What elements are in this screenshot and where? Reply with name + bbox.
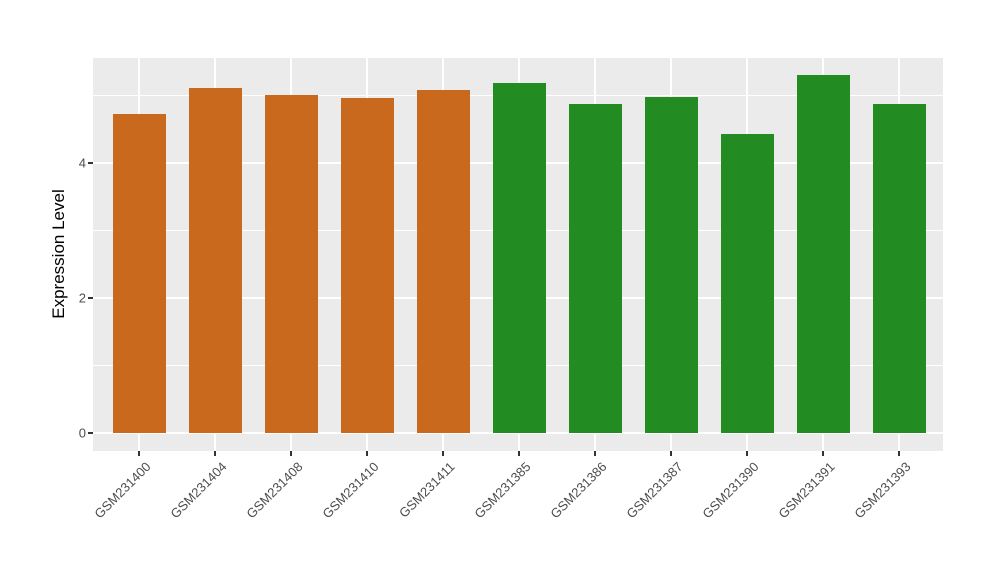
x-tick-label: GSM231400 bbox=[91, 459, 154, 522]
y-tick-mark bbox=[88, 297, 93, 299]
bar-GSM231393 bbox=[872, 104, 926, 433]
x-tick-mark bbox=[822, 451, 824, 456]
y-axis-title: Expression Level bbox=[49, 189, 68, 319]
x-tick-mark bbox=[366, 451, 368, 456]
x-tick-label: GSM231391 bbox=[775, 459, 838, 522]
y-tick-mark bbox=[88, 432, 93, 434]
bar-GSM231387 bbox=[644, 96, 698, 433]
bar-GSM231386 bbox=[568, 104, 622, 433]
x-tick-mark bbox=[290, 451, 292, 456]
x-tick-label: GSM231408 bbox=[243, 459, 306, 522]
y-tick-label: 2 bbox=[78, 290, 86, 306]
bar-GSM231404 bbox=[188, 88, 242, 433]
bar-GSM231408 bbox=[264, 94, 318, 433]
x-tick-mark bbox=[518, 451, 520, 456]
x-tick-label: GSM231386 bbox=[547, 459, 610, 522]
plot-panel bbox=[93, 58, 943, 451]
bar-GSM231391 bbox=[796, 75, 850, 433]
x-tick-label: GSM231390 bbox=[699, 459, 762, 522]
x-tick-mark bbox=[442, 451, 444, 456]
bar-GSM231410 bbox=[340, 98, 394, 433]
y-tick-mark bbox=[88, 162, 93, 164]
x-tick-mark bbox=[746, 451, 748, 456]
x-tick-mark bbox=[594, 451, 596, 456]
x-tick-mark bbox=[898, 451, 900, 456]
x-tick-label: GSM231393 bbox=[851, 459, 914, 522]
x-tick-label: GSM231404 bbox=[167, 459, 230, 522]
x-tick-label: GSM231385 bbox=[471, 459, 534, 522]
x-tick-label: GSM231387 bbox=[623, 459, 686, 522]
bar-GSM231411 bbox=[416, 90, 470, 433]
x-tick-label: GSM231410 bbox=[319, 459, 382, 522]
bar-GSM231385 bbox=[492, 82, 546, 433]
y-tick-label: 4 bbox=[78, 155, 86, 171]
bar-GSM231400 bbox=[112, 113, 166, 433]
x-tick-label: GSM231411 bbox=[396, 459, 458, 521]
x-tick-mark bbox=[670, 451, 672, 456]
x-tick-mark bbox=[214, 451, 216, 456]
x-tick-mark bbox=[138, 451, 140, 456]
y-tick-label: 0 bbox=[78, 425, 86, 441]
y-major-gridline bbox=[93, 432, 943, 434]
bar-GSM231390 bbox=[720, 133, 774, 433]
